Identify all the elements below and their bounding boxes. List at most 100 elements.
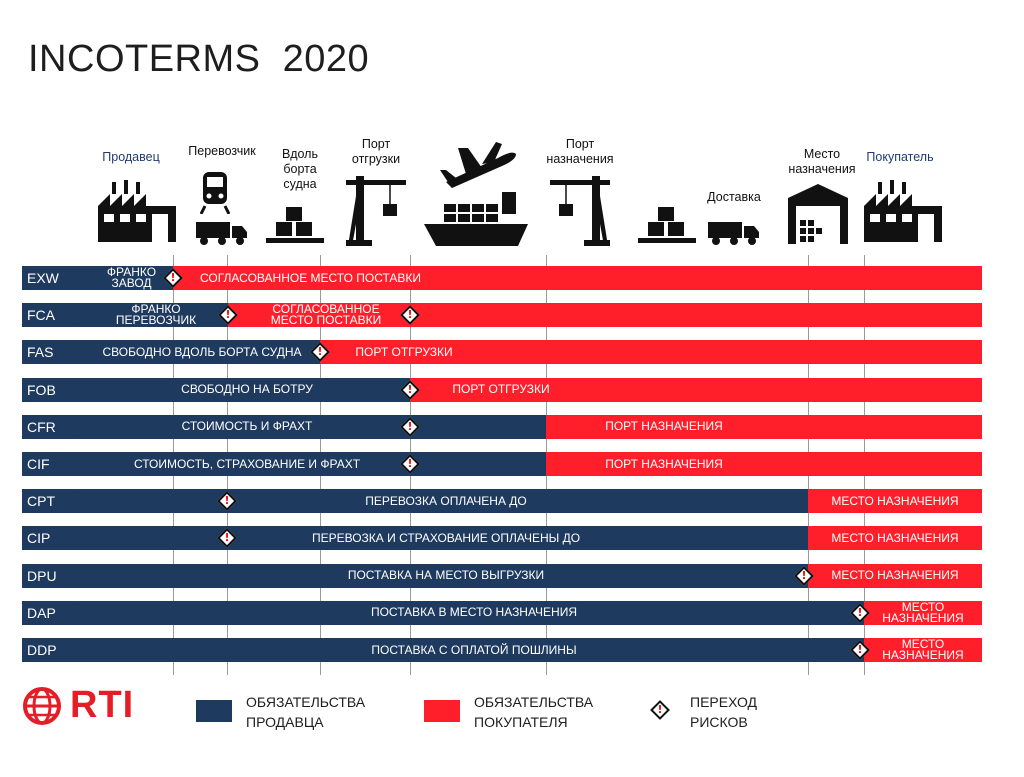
truck-icon (196, 222, 247, 245)
column-label-port-shipment: Порт отгрузки (351, 137, 401, 166)
buyer-label: МЕСТО НАЗНАЧЕНИЯ (882, 637, 964, 662)
legend-seller-label: ОБЯЗАТЕЛЬСТВА ПРОДАВЦА (246, 694, 366, 730)
risk-transfer-icon: ! (850, 602, 870, 623)
column-label-destination: Место назначения (788, 147, 856, 176)
incoterm-row-dap: DAP ПОСТАВКА В МЕСТО НАЗНАЧЕНИЯ МЕСТО НАЗН… (22, 599, 982, 625)
risk-transfer-icon: ! (217, 491, 237, 512)
seller-label: ФРАНКО ПЕРЕВОЗЧИК (115, 302, 197, 328)
buyer-label: МЕСТО НАЗНАЧЕНИЯ (882, 599, 964, 625)
incoterm-code: CIP (22, 526, 84, 551)
seller-obligation-bar (22, 526, 808, 551)
legend-buyer-label: ОБЯЗАТЕЛЬСТВА ПОКУПАТЕЛЯ (474, 694, 594, 730)
risk-transfer-icon: ! (218, 305, 238, 326)
buyer-obligation-bar (320, 340, 982, 365)
risk-transfer-icon: ! (850, 640, 870, 660)
buyer-label: МЕСТО НАЗНАЧЕНИЯ (831, 530, 959, 545)
seller-obligation-bar (22, 638, 864, 662)
seller-obligation-bar (22, 414, 546, 439)
seller-label: ПЕРЕВОЗКА И СТРАХОВАНИЕ ОПЛАЧЕНЫ ДО (311, 530, 581, 545)
buyer-obligation-bar (808, 489, 982, 514)
seller-obligation-bar (22, 563, 808, 588)
buyer-obligation-bar (864, 600, 982, 625)
incoterm-code: FAS (22, 340, 84, 365)
buyer-obligation-bar (228, 303, 982, 328)
legend-seller-swatch (196, 700, 232, 722)
buyer-label: СОГЛАСОВАННОЕ МЕСТО ПОСТАВКИ (200, 270, 422, 285)
buyer-label: СОГЛАСОВАННОЕ МЕСТО ПОСТАВКИ (270, 302, 382, 328)
factory-icon (864, 180, 942, 242)
pallet-icon (638, 207, 696, 243)
incoterm-code: FOB (22, 377, 84, 402)
buyer-label: МЕСТО НАЗНАЧЕНИЯ (831, 568, 959, 583)
factory-icon (98, 180, 176, 242)
buyer-label: МЕСТО НАЗНАЧЕНИЯ (831, 493, 959, 508)
column-label-delivery: Доставка (707, 190, 761, 204)
warehouse-icon (788, 184, 848, 244)
buyer-label: ПОРТ ОТГРУЗКИ (355, 344, 453, 359)
incoterm-row-fob: FOB СВОБОДНО НА БОТРУ ПОРТ ОТГРУЗКИ! (22, 377, 982, 402)
column-label-carrier: Перевозчик (188, 144, 256, 158)
buyer-obligation-bar (864, 638, 982, 662)
incoterm-row-cif: CIF СТОИМОСТЬ, СТРАХОВАНИЕ И ФРАХТ ПОРТ НА… (22, 452, 982, 476)
incoterm-code: DPU (22, 563, 84, 588)
seller-obligation-bar (22, 489, 808, 514)
buyer-obligation-bar (808, 526, 982, 551)
incoterm-code: CIF (22, 452, 84, 476)
page-title: INCOTERMS 2020 (28, 38, 370, 80)
legend-buyer-swatch (424, 700, 460, 722)
seller-label: СТОИМОСТЬ, СТРАХОВАНИЕ И ФРАХТ (133, 456, 361, 471)
buyer-label: ПОРТ ОТГРУЗКИ (452, 382, 550, 397)
risk-transfer-icon: ! (400, 454, 420, 474)
risk-transfer-icon: ! (400, 416, 420, 437)
risk-transfer-icon: ! (400, 305, 420, 326)
seller-obligation-bar (22, 600, 864, 625)
incoterm-code: CFR (22, 414, 84, 439)
column-label-buyer: Покупатель (866, 150, 934, 164)
ship-icon (424, 192, 528, 246)
seller-label: СВОБОДНО НА БОТРУ (181, 382, 313, 397)
risk-transfer-icon: ! (794, 565, 814, 586)
incoterm-code: CPT (22, 489, 84, 514)
seller-label: СТОИМОСТЬ И ФРАХТ (181, 419, 313, 434)
buyer-obligation-bar (410, 377, 982, 402)
buyer-label: ПОРТ НАЗНАЧЕНИЯ (605, 419, 723, 434)
crane-icon (346, 176, 406, 246)
train-icon (200, 172, 230, 214)
risk-transfer-icon: ! (310, 342, 330, 363)
seller-obligation-bar (22, 452, 546, 476)
incoterm-code: FCA (22, 303, 84, 328)
incoterm-row-ddp: DDP ПОСТАВКА С ОПЛАТОЙ ПОШЛИНЫ МЕСТО НАЗНА… (22, 638, 982, 662)
risk-transfer-icon: ! (163, 268, 183, 288)
seller-label: ПОСТАВКА В МЕСТО НАЗНАЧЕНИЯ (370, 605, 578, 620)
pallet-icon (266, 207, 324, 243)
column-label-alongside: Вдоль борта судна (282, 147, 318, 191)
incoterm-code: EXW (22, 266, 84, 290)
company-logo: RTI (70, 684, 135, 726)
incoterm-code: DAP (22, 600, 84, 625)
risk-transfer-icon: ! (217, 528, 237, 549)
incoterm-row-dpu: DPU ПОСТАВКА НА МЕСТО ВЫГРУЗКИ МЕСТО НАЗНА… (22, 563, 982, 588)
seller-obligation-bar (22, 377, 410, 402)
column-label-seller: Продавец (102, 150, 160, 164)
seller-label: СВОБОДНО ВДОЛЬ БОРТА СУДНА (102, 344, 302, 359)
plane-icon (440, 142, 516, 188)
legend-risk-label: ПЕРЕХОД РИСКОВ (690, 694, 758, 730)
buyer-obligation-bar (808, 563, 982, 588)
incoterm-code: DDP (22, 638, 84, 662)
seller-label: ПЕРЕВОЗКА ОПЛАЧЕНА ДО (365, 493, 527, 508)
column-label-port-destination: Порт назначения (546, 137, 614, 166)
seller-label: ПОСТАВКА С ОПЛАТОЙ ПОШЛИНЫ (371, 642, 577, 657)
buyer-obligation-bar (546, 414, 982, 439)
incoterm-row-cfr: CFR СТОИМОСТЬ И ФРАХТ ПОРТ НАЗНАЧЕНИЯ! (22, 414, 982, 439)
incoterm-row-fas: FAS СВОБОДНО ВДОЛЬ БОРТА СУДНА ПОРТ ОТГРУЗ… (22, 340, 982, 365)
buyer-label: ПОРТ НАЗНАЧЕНИЯ (605, 456, 723, 471)
seller-label: ФРАНКО ЗАВОД (106, 265, 157, 290)
buyer-obligation-bar (546, 452, 982, 476)
truck-icon (708, 222, 759, 245)
seller-label: ПОСТАВКА НА МЕСТО ВЫГРУЗКИ (347, 568, 545, 583)
legend-risk-icon: ! (650, 700, 670, 720)
risk-transfer-icon: ! (400, 379, 420, 400)
incoterm-row-cip: CIP ПЕРЕВОЗКА И СТРАХОВАНИЕ ОПЛАЧЕНЫ ДО МЕ… (22, 526, 982, 551)
globe-icon (23, 687, 61, 725)
incoterm-row-fca: FCA ФРАНКО ПЕРЕВОЗЧИК СОГЛАСОВАННОЕ МЕСТО … (22, 302, 982, 328)
